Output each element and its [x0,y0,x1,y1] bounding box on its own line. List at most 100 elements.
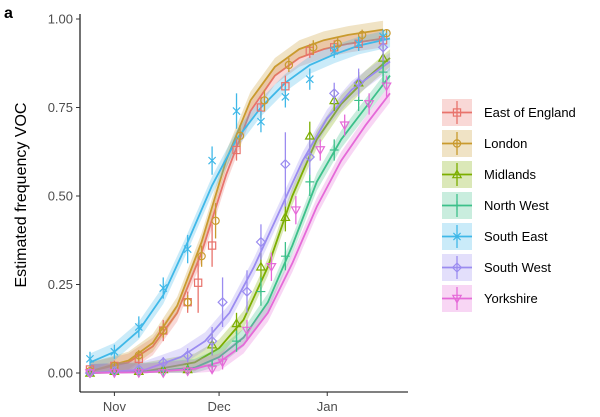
legend-item-london: London [442,130,527,157]
data-point [158,357,169,368]
data-point [363,100,375,110]
data-point [357,30,367,40]
data-point [256,287,266,296]
data-point [208,156,217,165]
data-point [255,261,267,271]
legend-key-marker [452,139,462,148]
data-point [284,60,294,70]
legend-label: North West [484,198,549,213]
legend-label: South West [484,260,551,275]
data-point [256,117,265,126]
legend-item-south-west: South West [442,254,551,281]
data-point [183,245,192,254]
data-point [353,77,364,88]
data-point [231,318,242,328]
ribbon-south-west [89,52,391,373]
data-point [354,96,364,105]
data-point [266,263,277,273]
legend-label: Yorkshire [484,291,538,306]
data-point [159,284,168,293]
fit-line-east-of-england [89,37,384,373]
data-point [159,326,168,335]
plot-area [84,20,392,379]
x-tick-label: Jan [317,399,338,414]
legend-item-north-west: North West [442,192,549,219]
legend-item-south-east: South East [442,223,548,250]
legend-key-marker [452,232,462,241]
data-point [281,92,290,101]
data-point [377,42,389,53]
x-tick-label: Dec [208,399,232,414]
data-point [206,365,218,375]
data-point [232,336,241,346]
data-point [235,131,245,141]
data-point [260,96,269,105]
x-tick-label: Nov [103,399,127,414]
y-tick-label: 0.25 [48,277,73,292]
points-south-east [85,29,388,366]
data-point [339,121,350,131]
points-yorkshire [84,75,392,379]
y-tick-label: 0.50 [48,189,73,204]
data-point [304,130,316,140]
data-point [280,251,290,261]
legend-label: East of England [484,105,576,120]
data-point [328,88,340,99]
data-point [354,39,363,48]
fit-line-yorkshire [89,92,391,374]
legend-key-marker [451,262,463,273]
legend: East of England London Midlands North West S… [442,99,576,312]
fit-line-south-west [89,60,391,374]
panel-letter: a [4,5,13,22]
data-point [207,241,217,250]
data-point [182,350,193,361]
data-point [315,146,326,156]
data-point [183,298,192,307]
legend-key-marker [452,201,462,210]
data-point [133,364,145,375]
data-point [232,145,241,155]
data-point [241,326,253,336]
legend-label: Midlands [484,167,537,182]
legend-key-marker [451,169,463,179]
data-point [197,251,206,261]
data-point [304,151,316,163]
data-point [330,46,339,55]
y-tick-label: 1.00 [48,12,73,27]
legend-item-yorkshire: Yorkshire [442,285,538,312]
legend-item-midlands: Midlands [442,161,537,188]
data-point [134,351,144,360]
data-point [85,354,95,363]
data-point [133,369,145,379]
data-point [158,369,169,379]
data-point [217,296,228,308]
data-point [134,322,143,332]
data-point [280,158,291,170]
data-point [211,216,220,225]
fit-line-midlands [89,57,391,374]
data-point [206,335,218,347]
y-tick-label: 0.75 [48,100,73,115]
fit-line-south-east [89,37,391,364]
data-point [280,211,291,222]
legend-key-marker [451,294,463,304]
data-point [193,278,203,287]
legend-label: South East [484,229,548,244]
series-layer [84,20,392,379]
data-point [182,367,193,377]
data-point [305,75,314,84]
data-point [305,177,315,187]
data-point [329,145,339,155]
data-point [381,82,392,92]
legend-key-marker [452,108,462,117]
legend-item-east-of-england: East of England [442,99,576,126]
legend-label: London [484,136,527,151]
data-point [217,358,228,368]
data-point [241,286,253,297]
data-point [290,206,302,216]
data-point [110,347,119,356]
data-point [232,107,241,116]
data-point [309,43,318,52]
y-tick-label: 0.00 [48,366,73,381]
